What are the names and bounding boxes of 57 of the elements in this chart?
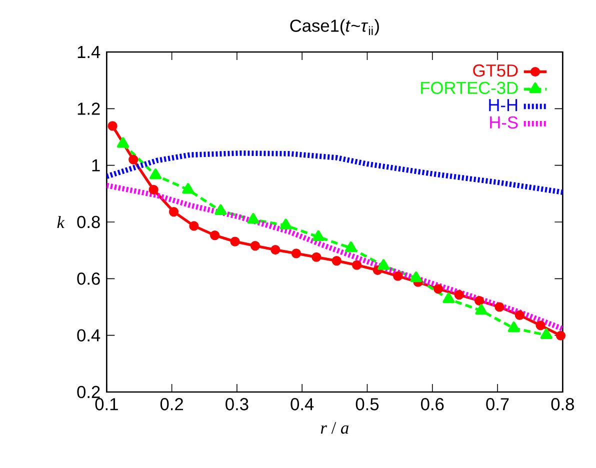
point (352, 260, 362, 270)
x-tick-label: 0.4 (290, 398, 314, 410)
y-tick-label: 0.2 (77, 386, 100, 398)
x-axis-title: r / a (320, 422, 348, 434)
x-tick-label: 0.1 (95, 398, 118, 410)
x-tick-label: 0.8 (551, 398, 574, 410)
point (454, 290, 464, 300)
point (148, 184, 158, 194)
point (312, 230, 324, 242)
point (312, 252, 322, 262)
y-tick-label: 0.4 (77, 329, 100, 342)
point (540, 328, 552, 340)
point (508, 322, 520, 332)
y-tick-label: 1.4 (78, 46, 100, 58)
point (247, 213, 260, 224)
x-tick-label: 0.5 (356, 398, 379, 410)
legend-label: FORTEC-3D (421, 82, 518, 94)
point (410, 271, 422, 282)
point (270, 244, 280, 255)
point (168, 206, 179, 217)
point (514, 310, 524, 320)
point (230, 236, 240, 246)
y-tick-label: 1.2 (78, 102, 100, 115)
point (214, 204, 227, 215)
point (494, 302, 504, 312)
point (150, 168, 162, 180)
point (210, 230, 220, 240)
point (250, 240, 260, 251)
point (474, 296, 484, 306)
point (128, 154, 138, 164)
point (280, 218, 292, 230)
point (332, 256, 342, 266)
point (393, 271, 403, 281)
legend-label: GT5D (473, 64, 518, 77)
x-tick-label: 0.6 (421, 398, 444, 410)
chart-title: Case1(t~τ$_{ii}$) (290, 19, 379, 36)
legend-label: H-H (489, 99, 518, 112)
point (182, 183, 194, 194)
point (189, 221, 199, 231)
point (117, 137, 129, 148)
y-tick-label: 1 (92, 159, 100, 172)
y-tick-label: 0.6 (77, 272, 100, 285)
x-tick-label: 0.7 (486, 398, 509, 410)
point (291, 248, 302, 258)
x-tick-label: 0.3 (226, 398, 248, 410)
point (345, 241, 357, 252)
point (378, 259, 390, 270)
point (442, 292, 455, 304)
point (475, 304, 488, 315)
point (536, 320, 546, 330)
point (433, 284, 444, 294)
x-tick-label: 0.2 (160, 398, 183, 410)
point (556, 330, 566, 340)
y-tick-label: 0.8 (77, 216, 100, 228)
y-axis-title: k (57, 216, 65, 228)
legend-label: H-S (490, 116, 518, 129)
point (108, 121, 118, 131)
